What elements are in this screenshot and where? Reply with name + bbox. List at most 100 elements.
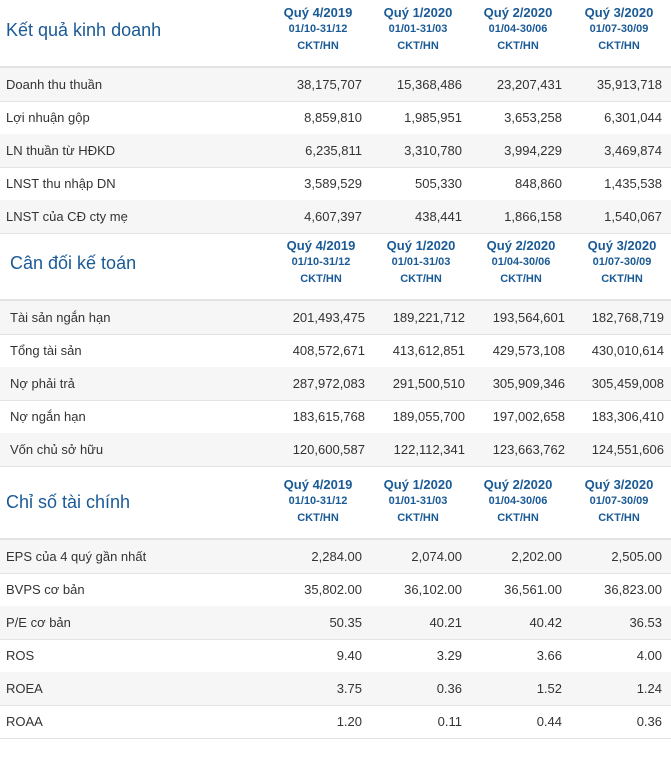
table-row: Lợi nhuận gộp 8,859,810 1,985,951 3,653,258… [0,101,671,135]
value-cell: 1,985,951 [404,110,462,125]
value-cell: 40.21 [429,615,462,630]
value-cell: 413,612,851 [392,343,465,358]
row-label: P/E cơ bản [6,615,71,630]
section-header: Chỉ số tài chính Quý 4/2019 01/10-31/12 CKT… [0,472,671,540]
value-cell: 35,913,718 [596,77,662,92]
audit-status: CKT/HN [397,40,439,52]
value-cell: 0.44 [536,714,562,729]
value-cell: 291,500,510 [392,376,465,391]
row-label: Vốn chủ sở hữu [10,442,104,457]
row-label: EPS của 4 quý gần nhất [6,549,147,564]
section-title: Cân đối kế toán [10,253,137,273]
value-cell: 4,607,397 [304,209,362,224]
column-header: Quý 2/2020 01/04-30/06 CKT/HN [468,476,568,527]
date-range: 01/01-31/03 [391,256,451,268]
date-range: 01/10-31/12 [291,256,351,268]
audit-status: CKT/HN [497,512,539,524]
value-cell: 36,823.00 [604,582,662,597]
value-cell: 429,573,108 [492,343,565,358]
audit-status: CKT/HN [601,273,643,285]
section-title: Chỉ số tài chính [6,492,131,512]
value-cell: 0.36 [436,681,462,696]
value-cell: 9.40 [336,648,362,663]
quarter-label: Quý 3/2020 [584,5,654,20]
table-row: ROS 9.40 3.29 3.66 4.00 [0,639,671,673]
value-cell: 2,202.00 [511,549,562,564]
row-label: ROAA [6,714,43,729]
value-cell: 3,653,258 [504,110,562,125]
column-header: Quý 1/2020 01/01-31/03 CKT/HN [368,4,468,55]
value-cell: 287,972,083 [292,376,365,391]
value-cell: 1.52 [536,681,562,696]
section-header: Kết quả kinh doanh Quý 4/2019 01/10-31/12 C… [0,0,671,68]
value-cell: 23,207,431 [496,77,562,92]
value-cell: 3,994,229 [504,143,562,158]
audit-status: CKT/HN [598,40,640,52]
column-header: Quý 4/2019 01/10-31/12 CKT/HN [268,476,368,527]
value-cell: 0.11 [437,714,462,729]
value-cell: 505,330 [415,176,462,191]
value-cell: 848,860 [515,176,562,191]
audit-status: CKT/HN [300,273,342,285]
quarter-label: Quý 1/2020 [383,5,453,20]
column-header: Quý 4/2019 01/10-31/12 CKT/HN [271,237,371,288]
value-cell: 1,435,538 [604,176,662,191]
row-label: Tài sản ngắn hạn [10,310,111,325]
value-cell: 15,368,486 [396,77,462,92]
value-cell: 6,301,044 [604,110,662,125]
quarter-label: Quý 4/2019 [286,238,356,253]
quarter-label: Quý 3/2020 [584,477,654,492]
value-cell: 38,175,707 [296,77,362,92]
row-label: ROEA [6,681,43,696]
value-cell: 0.36 [636,714,662,729]
quarter-label: Quý 1/2020 [383,477,453,492]
table-row: EPS của 4 quý gần nhất 2,284.00 2,074.00 2,… [0,540,671,574]
row-label: LN thuần từ HĐKD [6,143,116,158]
value-cell: 3.66 [536,648,562,663]
date-range: 01/04-30/06 [488,23,548,35]
column-header: Quý 1/2020 01/01-31/03 CKT/HN [368,476,468,527]
column-header: Quý 3/2020 01/07-30/09 CKT/HN [569,476,669,527]
date-range: 01/04-30/06 [488,495,548,507]
row-label: LNST của CĐ cty mẹ [6,209,128,224]
value-cell: 35,802.00 [304,582,362,597]
value-cell: 50.35 [329,615,362,630]
value-cell: 305,909,346 [492,376,565,391]
table-row: Nợ ngắn hạn 183,615,768 189,055,700 197,002… [0,400,671,434]
value-cell: 3,589,529 [304,176,362,191]
value-cell: 120,600,587 [292,442,365,457]
value-cell: 1.24 [636,681,662,696]
value-cell: 2,074.00 [411,549,462,564]
value-cell: 183,306,410 [591,409,664,424]
value-cell: 408,572,671 [292,343,365,358]
audit-status: CKT/HN [598,512,640,524]
value-cell: 2,505.00 [611,549,662,564]
value-cell: 4.00 [636,648,662,663]
table-row: LNST thu nhập DN 3,589,529 505,330 848,860 1… [0,167,671,201]
table-row: Vốn chủ sở hữu 120,600,587 122,112,341 123,… [0,433,671,467]
date-range: 01/10-31/12 [288,23,348,35]
date-range: 01/07-30/09 [589,495,649,507]
value-cell: 430,010,614 [591,343,664,358]
value-cell: 193,564,601 [492,310,565,325]
date-range: 01/10-31/12 [288,495,348,507]
quarter-label: Quý 2/2020 [483,477,553,492]
value-cell: 40.42 [529,615,562,630]
value-cell: 438,441 [415,209,462,224]
table-row: LN thuần từ HĐKD 6,235,811 3,310,780 3,994,… [0,134,671,168]
row-label: LNST thu nhập DN [6,176,116,191]
table-row: ROEA 3.75 0.36 1.52 1.24 [0,672,671,706]
table-row: BVPS cơ bản 35,802.00 36,102.00 36,561.00 36… [0,573,671,607]
value-cell: 8,859,810 [304,110,362,125]
quarter-label: Quý 2/2020 [486,238,556,253]
section-header: Cân đối kế toán Quý 4/2019 01/10-31/12 CKT/… [0,233,671,301]
value-cell: 182,768,719 [591,310,664,325]
quarter-label: Quý 2/2020 [483,5,553,20]
audit-status: CKT/HN [297,40,339,52]
value-cell: 189,055,700 [392,409,465,424]
quarter-label: Quý 3/2020 [587,238,657,253]
section-title: Kết quả kinh doanh [6,20,162,40]
value-cell: 2,284.00 [311,549,362,564]
value-cell: 3.75 [336,681,362,696]
row-label: BVPS cơ bản [6,582,85,597]
